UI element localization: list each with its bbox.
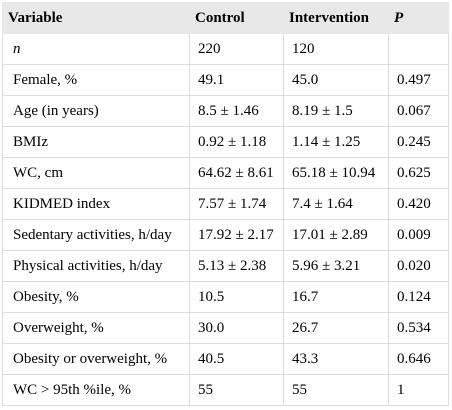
row-variable: Obesity, % — [2, 281, 190, 313]
row-variable: Obesity or overweight, % — [2, 343, 190, 375]
row-p-value: 0.009 — [388, 219, 449, 251]
row-variable: KIDMED index — [2, 188, 190, 220]
table-row: Physical activities, h/day 5.13 ± 2.38 5… — [2, 250, 449, 282]
row-variable: n — [2, 33, 190, 65]
row-intervention: 8.19 ± 1.5 — [283, 95, 389, 127]
row-control: 220 — [189, 33, 284, 65]
row-control: 5.13 ± 2.38 — [189, 250, 284, 282]
row-intervention: 65.18 ± 10.94 — [283, 157, 389, 189]
table-row: Sedentary activities, h/day 17.92 ± 2.17… — [2, 219, 449, 251]
row-p-value: 0.245 — [388, 126, 449, 158]
row-p-value: 0.497 — [388, 64, 449, 96]
row-p-value: 0.124 — [388, 281, 449, 313]
row-intervention: 17.01 ± 2.89 — [283, 219, 389, 251]
row-intervention: 26.7 — [283, 312, 389, 344]
row-control: 49.1 — [189, 64, 284, 96]
table-row: Age (in years) 8.5 ± 1.46 8.19 ± 1.5 0.0… — [2, 95, 449, 127]
row-control: 7.57 ± 1.74 — [189, 188, 284, 220]
row-p-value: 0.020 — [388, 250, 449, 282]
row-control: 10.5 — [189, 281, 284, 313]
row-variable: WC, cm — [2, 157, 190, 189]
row-control: 55 — [189, 374, 284, 406]
row-control: 0.92 ± 1.18 — [189, 126, 284, 158]
row-variable: Age (in years) — [2, 95, 190, 127]
row-intervention: 7.4 ± 1.64 — [283, 188, 389, 220]
table-body: n 220 120 Female, % 49.1 45.0 0.497 Age … — [2, 33, 449, 406]
row-intervention: 5.96 ± 3.21 — [283, 250, 389, 282]
table-row: WC > 95th %ile, % 55 55 1 — [2, 374, 449, 406]
row-p-value: 1 — [388, 374, 449, 406]
comparison-table: Variable Control Intervention P n 220 12… — [2, 2, 449, 406]
row-control: 8.5 ± 1.46 — [189, 95, 284, 127]
row-p-value: 0.067 — [388, 95, 449, 127]
row-p-value: 0.625 — [388, 157, 449, 189]
header-control: Control — [189, 2, 284, 34]
header-variable: Variable — [2, 2, 190, 34]
header-row: Variable Control Intervention P — [2, 2, 449, 34]
row-intervention: 55 — [283, 374, 389, 406]
table-row: Overweight, % 30.0 26.7 0.534 — [2, 312, 449, 344]
row-intervention: 43.3 — [283, 343, 389, 375]
row-variable: Overweight, % — [2, 312, 190, 344]
row-p-value: 0.420 — [388, 188, 449, 220]
header-intervention: Intervention — [283, 2, 389, 34]
row-control: 40.5 — [189, 343, 284, 375]
row-control: 17.92 ± 2.17 — [189, 219, 284, 251]
table-row: BMIz 0.92 ± 1.18 1.14 ± 1.25 0.245 — [2, 126, 449, 158]
table-row: Obesity, % 10.5 16.7 0.124 — [2, 281, 449, 313]
row-intervention: 45.0 — [283, 64, 389, 96]
row-variable: Physical activities, h/day — [2, 250, 190, 282]
table-row: WC, cm 64.62 ± 8.61 65.18 ± 10.94 0.625 — [2, 157, 449, 189]
row-intervention: 16.7 — [283, 281, 389, 313]
row-variable: WC > 95th %ile, % — [2, 374, 190, 406]
row-variable: BMIz — [2, 126, 190, 158]
row-variable: Sedentary activities, h/day — [2, 219, 190, 251]
row-variable: Female, % — [2, 64, 190, 96]
row-control: 64.62 ± 8.61 — [189, 157, 284, 189]
row-p-value — [388, 33, 449, 65]
header-p-value: P — [388, 2, 449, 34]
row-control: 30.0 — [189, 312, 284, 344]
table-row: Female, % 49.1 45.0 0.497 — [2, 64, 449, 96]
row-intervention: 120 — [283, 33, 389, 65]
row-intervention: 1.14 ± 1.25 — [283, 126, 389, 158]
table-row: n 220 120 — [2, 33, 449, 65]
row-p-value: 0.534 — [388, 312, 449, 344]
row-p-value: 0.646 — [388, 343, 449, 375]
table-row: Obesity or overweight, % 40.5 43.3 0.646 — [2, 343, 449, 375]
table-row: KIDMED index 7.57 ± 1.74 7.4 ± 1.64 0.42… — [2, 188, 449, 220]
